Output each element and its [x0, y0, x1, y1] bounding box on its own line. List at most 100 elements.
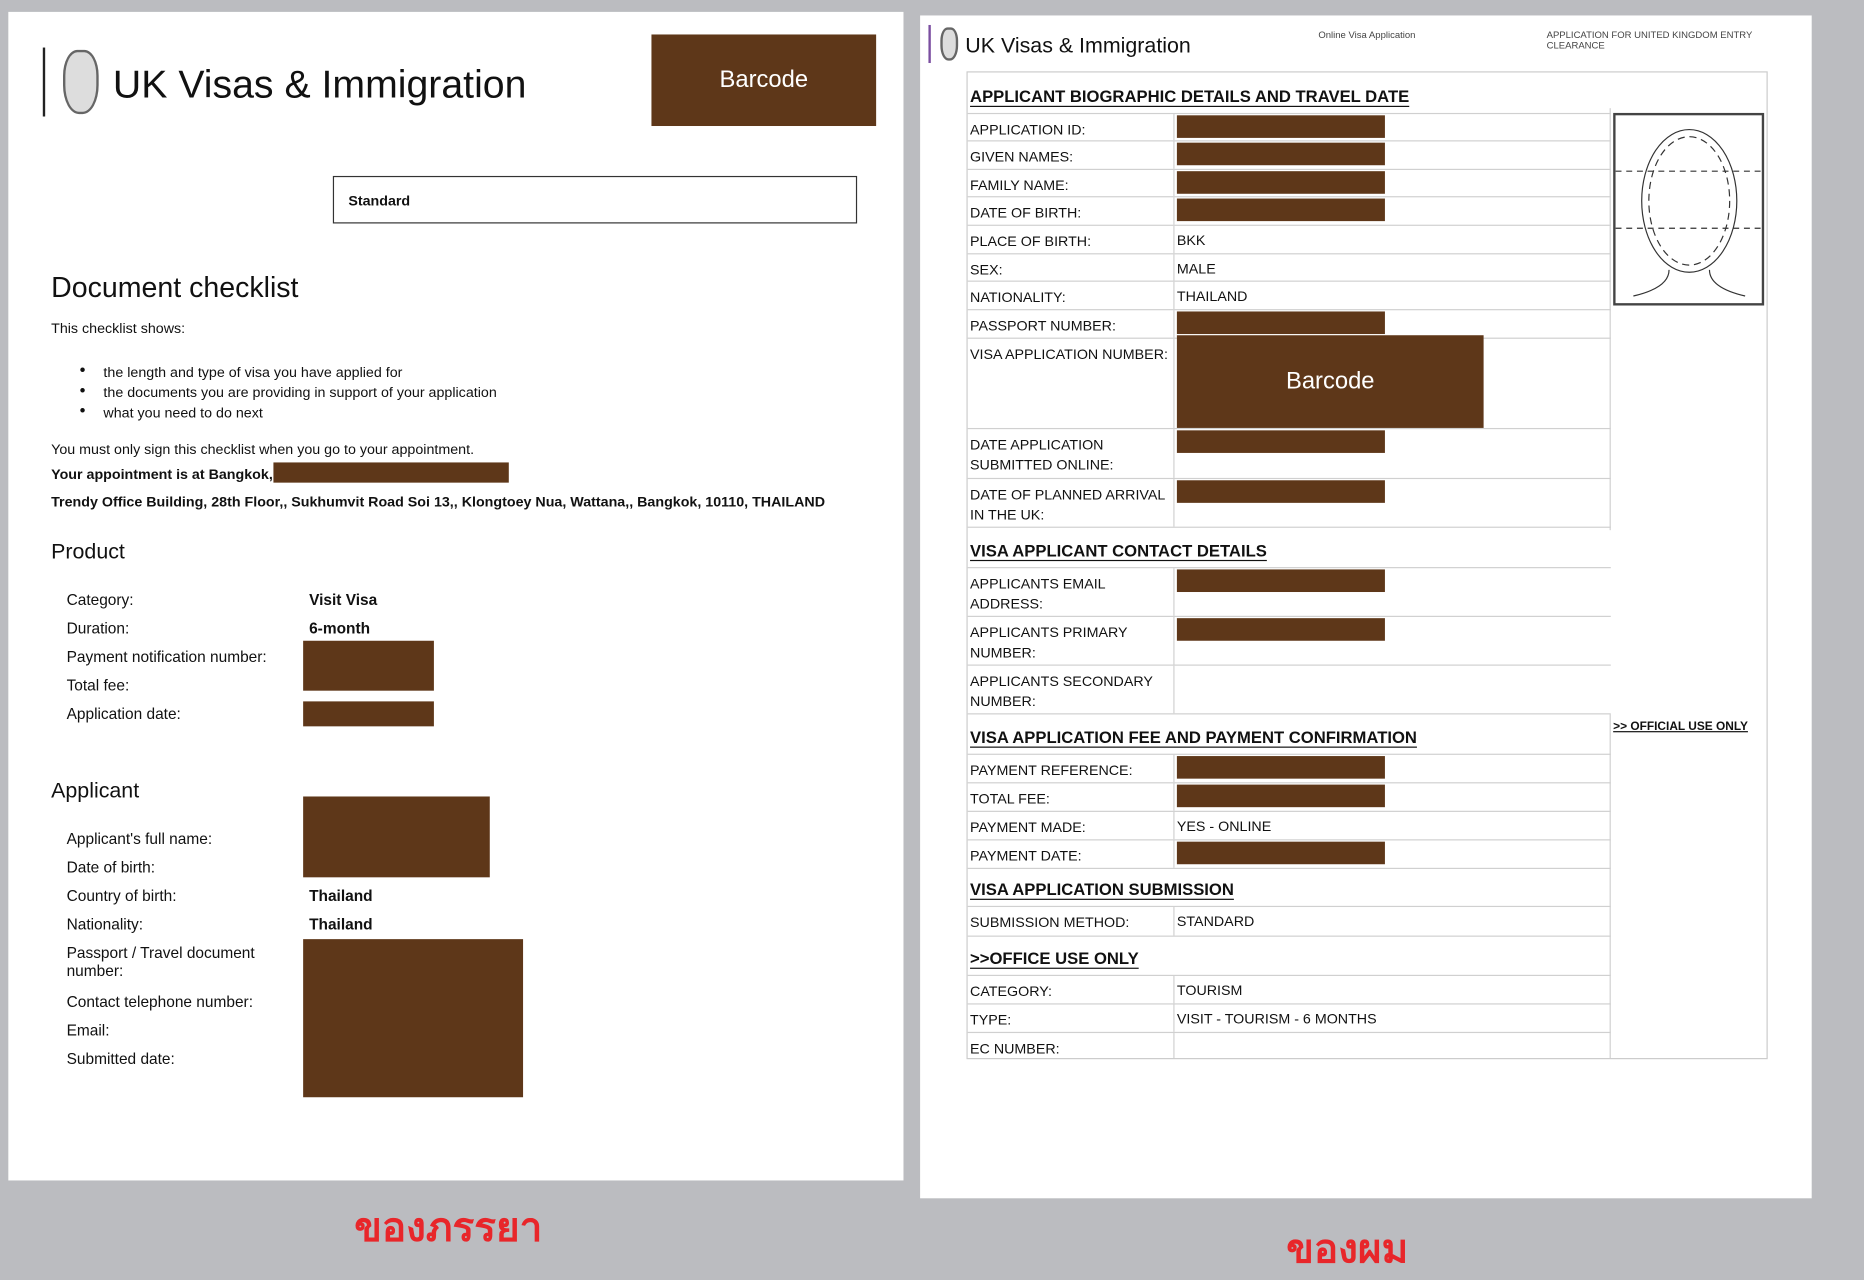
form-row: PLACE OF BIRTH: BKK [967, 224, 1611, 254]
field-label: PAYMENT MADE: [970, 819, 1086, 836]
field-label: EC NUMBER: [970, 1040, 1060, 1057]
official-use-label: >> OFFICIAL USE ONLY [1613, 720, 1748, 734]
column-divider [1173, 479, 1175, 527]
form-row: DATE OF BIRTH: [967, 196, 1611, 225]
section-header: VISA APPLICATION SUBMISSION [967, 867, 1611, 906]
full-name-label: Applicant's full name: [66, 829, 213, 848]
redaction [1176, 430, 1385, 453]
page-title: Document checklist [51, 272, 299, 305]
field-label: PASSPORT NUMBER: [970, 317, 1116, 335]
column-divider [1173, 783, 1175, 811]
column-divider [1173, 197, 1175, 225]
redaction [1176, 569, 1385, 593]
column-divider [1173, 281, 1175, 310]
royal-crest-icon [63, 49, 99, 115]
redaction [1176, 756, 1385, 779]
field-label: APPLICANTS EMAIL ADDRESS: [970, 575, 1106, 613]
column-divider [1173, 338, 1175, 428]
barcode: Barcode [651, 34, 877, 127]
column-divider [1173, 754, 1175, 783]
official-column-divider [1609, 714, 1611, 1059]
section-title: VISA APPLICATION FEE AND PAYMENT CONFIRM… [970, 727, 1417, 747]
sign-note: You must only sign this checklist when y… [51, 441, 475, 458]
field-value: THAILAND [1176, 287, 1248, 305]
submitted-label: Submitted date: [66, 1049, 175, 1068]
column-divider [1173, 616, 1175, 665]
category-label: Category: [66, 590, 134, 609]
field-label: FAMILY NAME: [970, 177, 1069, 194]
field-label: TYPE: [970, 1011, 1012, 1029]
field-label: SEX: [970, 261, 1003, 279]
form-row: APPLICANTS PRIMARY NUMBER: [967, 615, 1611, 665]
field-label: SUBMISSION METHOD: [970, 914, 1130, 931]
form-row: DATE APPLICATION SUBMITTED ONLINE: [967, 427, 1611, 478]
appointment-address: Trendy Office Building, 28th Floor,, Suk… [51, 493, 826, 510]
passport-label: Passport / Travel document number: [66, 943, 255, 980]
field-label: APPLICATION ID: [970, 121, 1086, 138]
redaction [303, 796, 490, 878]
form-row: TOTAL FEE: [967, 782, 1611, 811]
column-divider [1173, 114, 1175, 141]
form-row: APPLICANTS EMAIL ADDRESS: [967, 567, 1611, 616]
form-heading: APPLICATION FOR UNITED KINGDOM ENTRY CLE… [1546, 29, 1753, 52]
form-row: EC NUMBER: [967, 1031, 1611, 1059]
field-label: TOTAL FEE: [970, 790, 1050, 808]
redaction [303, 640, 434, 691]
redaction [1176, 784, 1385, 808]
field-label: APPLICANTS PRIMARY NUMBER: [970, 624, 1128, 661]
field-label: CATEGORY: [970, 983, 1052, 1000]
redaction [1176, 115, 1385, 138]
duration-value: 6-month [309, 619, 371, 638]
redaction [273, 462, 509, 483]
intro-text: This checklist shows: [51, 319, 186, 337]
column-divider [1173, 568, 1175, 616]
photo-column-divider [1609, 108, 1611, 531]
form-row: SUBMISSION METHOD: STANDARD [967, 905, 1611, 936]
caption-mine: ของผม [1286, 1226, 1409, 1272]
field-value: BKK [1176, 231, 1206, 249]
section-header: VISA APPLICANT CONTACT DETAILS [967, 526, 1611, 567]
photo-placeholder [1613, 112, 1765, 306]
field-label: DATE APPLICATION SUBMITTED ONLINE: [970, 436, 1114, 474]
field-label: DATE OF PLANNED ARRIVAL IN THE UK: [970, 486, 1165, 524]
cob-value: Thailand [309, 886, 373, 905]
field-label: PAYMENT REFERENCE: [970, 762, 1133, 779]
face-outline-icon [1615, 128, 1762, 297]
field-value: YES - ONLINE [1176, 817, 1272, 835]
field-label: PLACE OF BIRTH: [970, 233, 1092, 250]
field-value: STANDARD [1176, 912, 1255, 930]
redaction [1176, 841, 1385, 865]
column-divider [1173, 254, 1175, 281]
column-divider [1173, 1033, 1175, 1059]
column-divider [1173, 907, 1175, 936]
field-label: VISA APPLICATION NUMBER: [970, 345, 1168, 363]
form-row: GIVEN NAMES: [967, 140, 1611, 169]
category-value: Visit Visa [309, 590, 378, 609]
form-row: DATE OF PLANNED ARRIVAL IN THE UK: [967, 477, 1611, 527]
brand-title: UK Visas & Immigration [965, 33, 1191, 58]
form-row: PASSPORT NUMBER: [967, 309, 1611, 338]
form-row: PAYMENT DATE: [967, 839, 1611, 868]
column-divider [1173, 141, 1175, 169]
brand-divider [42, 47, 46, 117]
brand-title: UK Visas & Immigration [112, 61, 527, 106]
redaction [1176, 171, 1385, 194]
redaction [1176, 618, 1385, 641]
nationality-label: Nationality: [66, 915, 144, 934]
redaction [303, 939, 524, 1098]
document-checklist-page: UK Visas & Immigration Barcode Standard … [8, 11, 904, 1181]
application-form-table: >> OFFICIAL USE ONLY APPLICANT BIOGRAPHI… [966, 71, 1768, 1060]
field-value: VISIT - TOURISM - 6 MONTHS [1176, 1010, 1377, 1028]
bullet-item: the length and type of visa you have app… [80, 360, 403, 380]
column-divider [1173, 975, 1175, 1004]
phone-label: Contact telephone number: [66, 992, 254, 1011]
product-heading: Product [51, 539, 125, 564]
column-divider [1173, 225, 1175, 254]
section-header: VISA APPLICATION FEE AND PAYMENT CONFIRM… [967, 713, 1611, 753]
field-value: TOURISM [1176, 981, 1243, 999]
form-row: PAYMENT MADE: YES - ONLINE [967, 810, 1611, 840]
column-divider [1173, 840, 1175, 868]
section-header: >>OFFICE USE ONLY [967, 935, 1611, 975]
column-divider [1173, 310, 1175, 338]
column-divider [1173, 169, 1175, 197]
